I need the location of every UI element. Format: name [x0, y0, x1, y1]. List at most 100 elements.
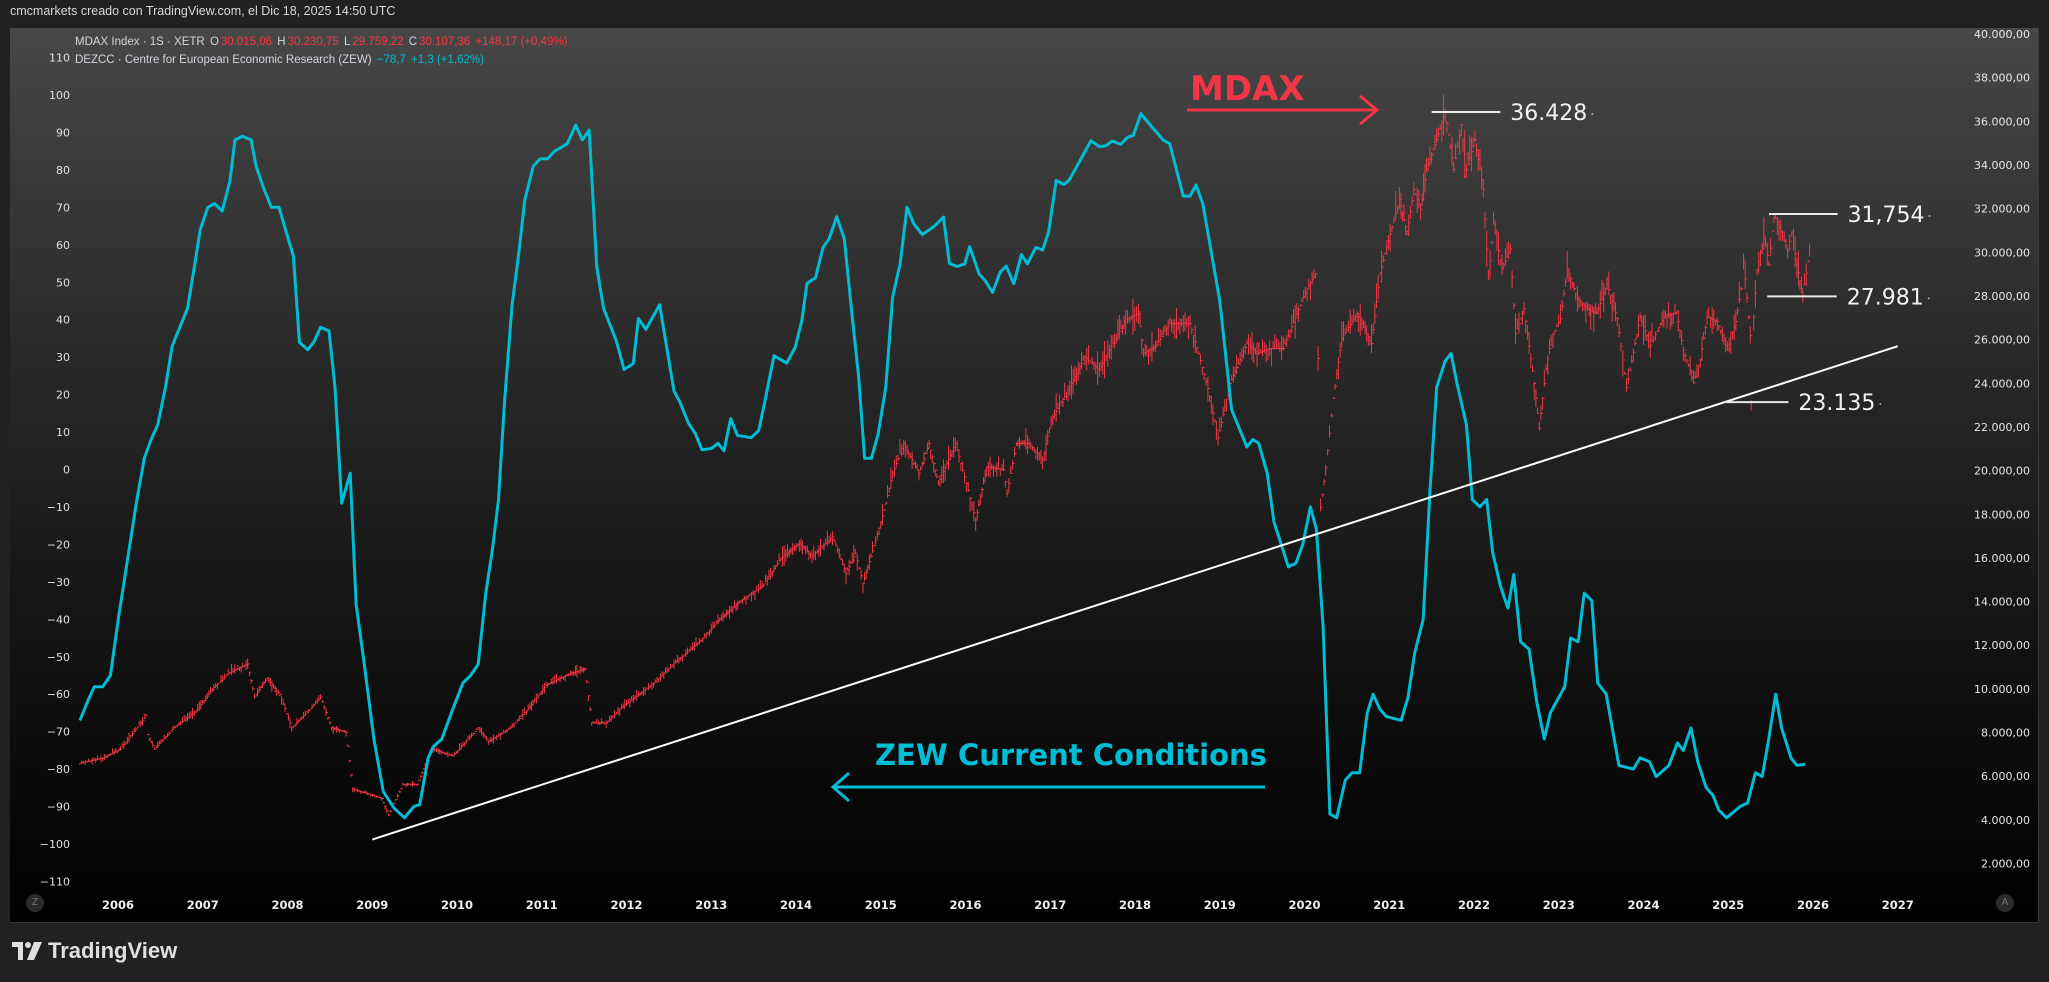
close-value: 30.107,36: [419, 36, 471, 48]
legend-zew-name: DEZCC · Centre for European Economic Res…: [75, 54, 372, 66]
x-axis-tick-label: 2022: [1458, 898, 1490, 912]
attribution-text: cmcmarkets creado con TradingView.com, e…: [10, 4, 396, 18]
left-axis-tick-label: 80: [56, 164, 70, 177]
x-axis-tick-label: 2027: [1882, 898, 1914, 912]
right-axis-tick-label: 8.000,00: [1981, 727, 2030, 740]
chart-canvas[interactable]: 1101009080706050403020100−10−20−30−40−50…: [10, 28, 2038, 922]
low-label: L: [343, 36, 351, 48]
auto-scale-button[interactable]: A: [1996, 894, 2014, 912]
close-label: C: [408, 36, 418, 48]
right-axis-tick-label: 34.000,00: [1974, 159, 2030, 172]
zew-line[interactable]: [78, 112, 1806, 820]
zew-value: −78,7: [376, 54, 406, 66]
x-axis-tick-label: 2010: [441, 898, 473, 912]
x-axis-tick-label: 2023: [1543, 898, 1575, 912]
right-axis-tick-label: 32.000,00: [1974, 203, 2030, 216]
right-axis-tick-label: 36.000,00: [1974, 115, 2030, 128]
zew-annotation: ZEW Current Conditions: [875, 738, 1267, 772]
x-axis-tick-label: 2019: [1204, 898, 1236, 912]
x-axis-tick-label: 2009: [356, 898, 388, 912]
left-axis-tick-label: 60: [56, 239, 70, 252]
legend-zew[interactable]: DEZCC · Centre for European Economic Res…: [75, 54, 486, 66]
left-axis-tick-label: 110: [49, 52, 70, 65]
level-label-low_2025: 23.135: [1798, 391, 1875, 416]
left-axis-tick-label: 10: [56, 426, 70, 439]
right-axis-tick-label: 2.000,00: [1981, 858, 2030, 871]
high-label: H: [277, 36, 286, 48]
left-axis-tick-label: 70: [56, 201, 70, 214]
x-axis-tick-label: 2008: [271, 898, 303, 912]
x-axis-tick-label: 2017: [1034, 898, 1066, 912]
right-axis-tick-label: 16.000,00: [1974, 552, 2030, 565]
left-scale-button[interactable]: Z: [26, 894, 44, 912]
x-axis-tick-label: 2025: [1712, 898, 1744, 912]
left-axis-tick-label: 30: [56, 351, 70, 364]
right-axis-tick-label: 30.000,00: [1974, 246, 2030, 259]
level-label-high_2021: 36.428: [1510, 101, 1587, 126]
level-dot: [1879, 403, 1882, 406]
x-axis-tick-label: 2021: [1373, 898, 1405, 912]
right-axis-tick-label: 40.000,00: [1974, 28, 2030, 41]
right-axis-tick-label: 4.000,00: [1981, 814, 2030, 827]
left-axis-tick-label: −70: [47, 726, 70, 739]
right-axis-tick-label: 10.000,00: [1974, 683, 2030, 696]
zew-change: +1,3 (+1,62%): [411, 54, 484, 66]
left-axis-tick-label: −110: [40, 875, 70, 888]
open-value: 30.015,06: [220, 36, 273, 48]
right-axis-tick-label: 26.000,00: [1974, 334, 2030, 347]
mdax-annotation: MDAX: [1190, 69, 1305, 109]
brand-name: TradingView: [48, 938, 178, 963]
x-axis-tick-label: 2018: [1119, 898, 1151, 912]
left-axis-tick-label: −50: [47, 651, 70, 664]
right-axis-tick-label: 38.000,00: [1974, 72, 2030, 85]
x-axis-tick-label: 2006: [102, 898, 134, 912]
x-axis-tick-label: 2007: [187, 898, 219, 912]
level-dot: [1591, 112, 1594, 115]
right-axis-tick-label: 20.000,00: [1974, 465, 2030, 478]
level-label-low_recent: 27.981: [1847, 285, 1924, 310]
chart-panel[interactable]: 110 100 90 80 70 60 50 40 30 20 10 0 −10 −20 −30 −40 −50…: [10, 28, 2039, 923]
left-axis-tick-label: −10: [47, 501, 70, 514]
left-axis-tick-label: −60: [47, 688, 70, 701]
x-axis-tick-label: 2011: [526, 898, 558, 912]
x-axis-tick-label: 2024: [1627, 898, 1659, 912]
left-axis-tick-label: −80: [47, 763, 70, 776]
right-axis-tick-label: 12.000,00: [1974, 639, 2030, 652]
legend-mdax[interactable]: MDAX Index · 1S · XETR O 30.015,06 H 30.23…: [75, 36, 570, 48]
left-axis-tick-label: −30: [47, 576, 70, 589]
right-axis-tick-label: 6.000,00: [1981, 770, 2030, 783]
tradingview-logo-icon: [12, 942, 42, 960]
right-axis-tick-label: 14.000,00: [1974, 596, 2030, 609]
legend-mdax-name: MDAX Index · 1S · XETR: [75, 36, 205, 48]
right-axis-tick-label: 28.000,00: [1974, 290, 2030, 303]
trendline[interactable]: [371, 345, 1899, 841]
left-axis-tick-label: 50: [56, 276, 70, 289]
right-axis-tick-label: 18.000,00: [1974, 508, 2030, 521]
x-axis-tick-label: 2016: [949, 898, 981, 912]
left-axis-tick-label: −90: [47, 801, 70, 814]
left-axis-tick-label: −100: [40, 838, 70, 851]
x-axis-tick-label: 2026: [1797, 898, 1829, 912]
level-label-high_2025: 31,754: [1848, 203, 1925, 228]
x-axis-tick-label: 2012: [610, 898, 642, 912]
left-axis-tick-label: 20: [56, 389, 70, 402]
left-axis-tick-label: −20: [47, 538, 70, 551]
low-value: 29.759,22: [352, 36, 404, 48]
tradingview-logo[interactable]: TradingView: [12, 938, 177, 964]
mdax-arrow-head-icon: [1359, 94, 1380, 126]
level-dot: [1928, 215, 1931, 218]
zew-arrow-head-icon: [830, 771, 850, 803]
left-axis-tick-label: 90: [56, 126, 70, 139]
right-axis-tick-label: 22.000,00: [1974, 421, 2030, 434]
left-axis-tick-label: 0: [63, 464, 70, 477]
high-value: 30.230,75: [287, 36, 339, 48]
left-axis-tick-label: 40: [56, 314, 70, 327]
right-axis-tick-label: 24.000,00: [1974, 377, 2030, 390]
x-axis-tick-label: 2014: [780, 898, 812, 912]
open-label: O: [209, 36, 219, 48]
change-value: +148,17 (+0,49%): [475, 36, 568, 48]
left-axis-tick-label: 100: [49, 89, 70, 102]
level-dot: [1927, 297, 1930, 300]
x-axis-tick-label: 2020: [1288, 898, 1320, 912]
x-axis-tick-label: 2015: [865, 898, 897, 912]
